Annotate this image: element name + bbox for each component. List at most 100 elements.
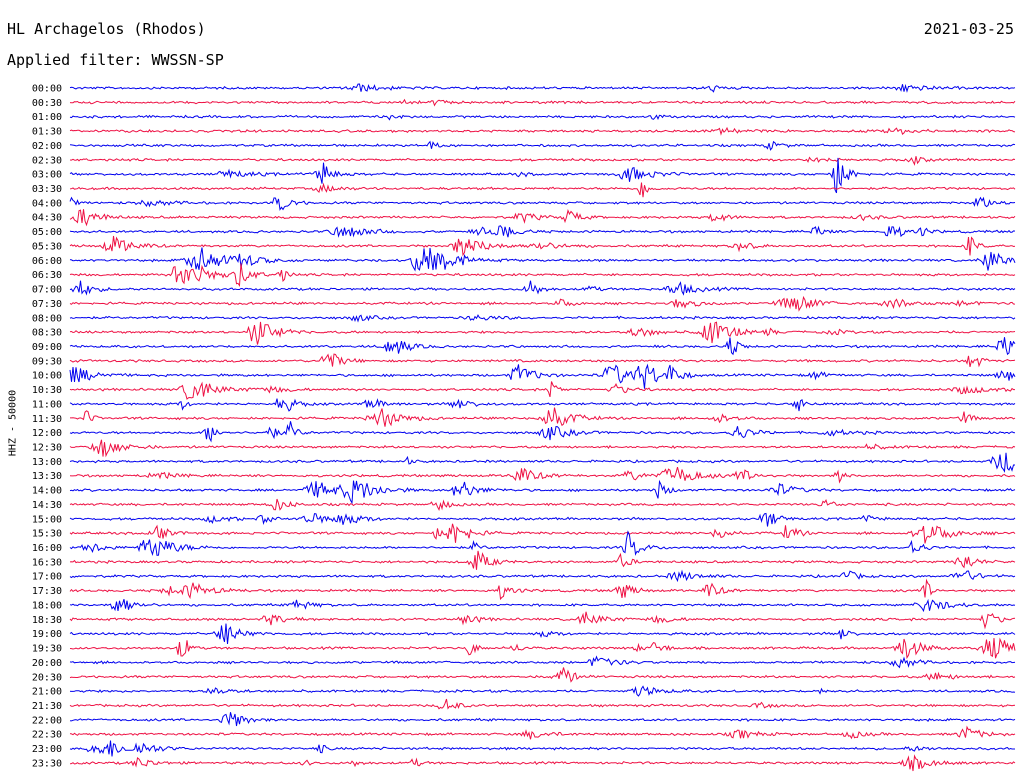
filter-label: Applied filter: WWSSN-SP bbox=[7, 51, 224, 69]
trace-line bbox=[69, 754, 1016, 772]
row-time-label: 03:30 bbox=[32, 184, 62, 195]
trace-line bbox=[69, 439, 1016, 458]
trace-line bbox=[69, 353, 1016, 368]
trace-line bbox=[69, 740, 1015, 757]
row-time-label: 14:00 bbox=[32, 486, 62, 497]
trace-line bbox=[69, 550, 1016, 570]
row-time-label: 02:00 bbox=[32, 141, 62, 152]
trace-line bbox=[69, 140, 1016, 151]
row-time-label: 16:30 bbox=[32, 557, 62, 568]
trace-line bbox=[69, 83, 1016, 93]
row-time-label: 20:30 bbox=[32, 672, 62, 683]
row-time-label: 11:30 bbox=[32, 414, 62, 425]
row-time-label: 13:00 bbox=[32, 457, 62, 468]
row-time-label: 20:00 bbox=[32, 658, 62, 669]
row-time-label: 09:00 bbox=[32, 342, 62, 353]
trace-line bbox=[69, 530, 1016, 557]
row-time-label: 06:30 bbox=[32, 270, 62, 281]
trace-line bbox=[69, 667, 1016, 683]
trace-line bbox=[69, 337, 1016, 356]
row-time-label: 08:00 bbox=[32, 313, 62, 324]
trace-line bbox=[69, 569, 1016, 583]
row-time-label: 01:00 bbox=[32, 112, 62, 123]
trace-line bbox=[69, 157, 1016, 194]
trace-line bbox=[69, 698, 1016, 710]
trace-line bbox=[69, 466, 1016, 484]
trace-line bbox=[69, 196, 1016, 211]
trace-line bbox=[69, 126, 1016, 136]
row-time-label: 05:30 bbox=[32, 241, 62, 252]
trace-line bbox=[69, 452, 1015, 473]
trace-line bbox=[69, 498, 1016, 511]
trace-line bbox=[69, 363, 1016, 389]
trace-line bbox=[69, 280, 1016, 296]
row-time-label: 01:30 bbox=[32, 127, 62, 138]
trace-line bbox=[69, 637, 1016, 660]
trace-line bbox=[69, 114, 1016, 121]
trace-line bbox=[69, 263, 1016, 287]
row-time-label: 15:00 bbox=[32, 514, 62, 525]
trace-line bbox=[69, 235, 1016, 257]
row-time-label: 08:30 bbox=[32, 328, 62, 339]
row-time-label: 18:30 bbox=[32, 615, 62, 626]
row-time-label: 04:00 bbox=[32, 198, 62, 209]
row-time-label: 17:00 bbox=[32, 572, 62, 583]
trace-line bbox=[69, 611, 1016, 630]
row-time-label: 21:00 bbox=[32, 687, 62, 698]
row-time-label: 05:00 bbox=[32, 227, 62, 238]
date-label: 2021-03-25 bbox=[923, 20, 1014, 38]
trace-line bbox=[69, 421, 1016, 443]
row-time-label: 06:00 bbox=[32, 256, 62, 267]
trace-line bbox=[69, 685, 1016, 697]
trace-line bbox=[69, 398, 1016, 412]
row-time-label: 10:30 bbox=[32, 385, 62, 396]
station-title: HL Archagelos (Rhodos) bbox=[7, 20, 206, 38]
row-time-label: 15:30 bbox=[32, 529, 62, 540]
trace-line bbox=[69, 209, 1016, 227]
trace-line bbox=[69, 578, 1016, 601]
trace-line bbox=[69, 623, 1016, 645]
row-time-label: 12:30 bbox=[32, 443, 62, 454]
row-time-label: 14:30 bbox=[32, 500, 62, 511]
row-time-label: 00:00 bbox=[32, 84, 62, 95]
trace-line bbox=[69, 712, 1016, 727]
trace-line bbox=[69, 225, 1016, 238]
row-time-label: 07:30 bbox=[32, 299, 62, 310]
trace-line bbox=[69, 655, 1016, 669]
row-time-label: 16:00 bbox=[32, 543, 62, 554]
trace-line bbox=[70, 407, 1016, 427]
row-time-label: 23:30 bbox=[32, 758, 62, 769]
trace-line bbox=[69, 314, 1016, 323]
row-time-label: 13:30 bbox=[32, 471, 62, 482]
row-time-label: 19:30 bbox=[32, 644, 62, 655]
row-time-label: 09:30 bbox=[32, 356, 62, 367]
trace-line bbox=[69, 247, 1016, 272]
row-time-label: 02:30 bbox=[32, 155, 62, 166]
trace-line bbox=[69, 295, 1016, 312]
trace-line bbox=[69, 98, 1016, 107]
trace-line bbox=[69, 182, 1016, 198]
row-time-label: 03:00 bbox=[32, 170, 62, 181]
row-time-label: 11:00 bbox=[32, 399, 62, 410]
trace-line bbox=[69, 321, 1016, 345]
row-time-label: 04:30 bbox=[32, 213, 62, 224]
trace-line bbox=[69, 523, 1016, 544]
trace-line bbox=[69, 479, 1016, 505]
row-time-label: 07:00 bbox=[32, 285, 62, 296]
row-time-label: 22:00 bbox=[32, 715, 62, 726]
row-time-label: 10:00 bbox=[32, 371, 62, 382]
row-time-label: 17:30 bbox=[32, 586, 62, 597]
trace-line bbox=[69, 598, 1016, 613]
row-time-label: 00:30 bbox=[32, 98, 62, 109]
row-time-label: 22:30 bbox=[32, 730, 62, 741]
trace-line bbox=[69, 156, 1016, 166]
trace-line bbox=[69, 381, 1015, 400]
trace-line bbox=[69, 725, 1016, 740]
row-time-label: 12:00 bbox=[32, 428, 62, 439]
trace-line bbox=[69, 512, 1016, 527]
row-time-label: 19:00 bbox=[32, 629, 62, 640]
row-time-label: 18:00 bbox=[32, 600, 62, 611]
row-time-label: 23:00 bbox=[32, 744, 62, 755]
row-time-label: 21:30 bbox=[32, 701, 62, 712]
